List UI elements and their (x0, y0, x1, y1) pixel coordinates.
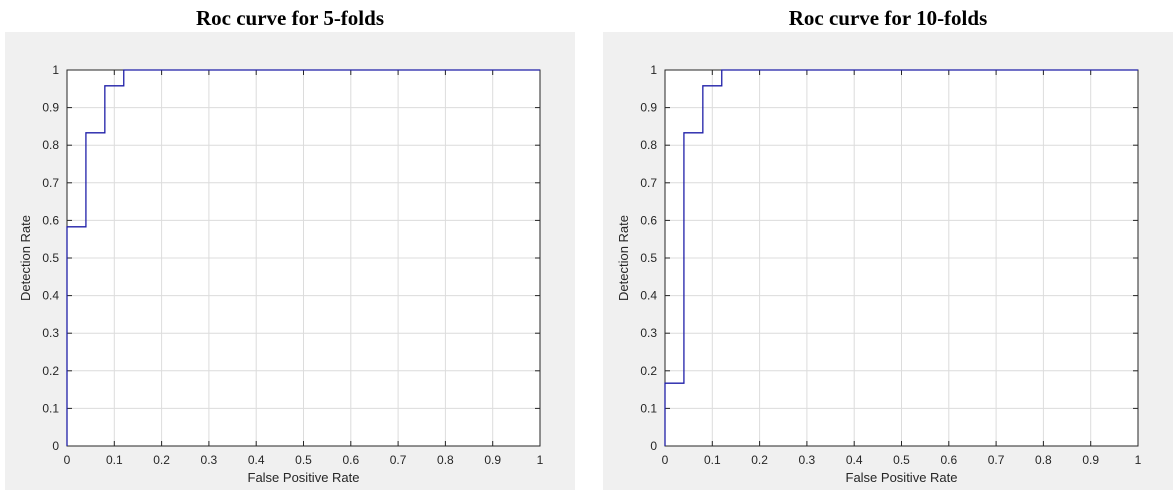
chart-title: Roc curve for 5-folds (196, 6, 384, 30)
y-tick-label: 0.3 (42, 326, 59, 340)
y-tick-label: 0.4 (42, 289, 59, 303)
roc-curve-line (66, 69, 540, 446)
x-tick-label: 0.5 (893, 453, 910, 467)
x-tick-label: 0.9 (484, 453, 501, 467)
x-tick-label: 0.3 (201, 453, 218, 467)
x-tick-label: 0.7 (390, 453, 407, 467)
chart-title: Roc curve for 10-folds (788, 6, 988, 30)
x-tick-label: 1 (1135, 453, 1142, 467)
x-tick-label: 0.4 (846, 453, 863, 467)
x-tick-label: 0.2 (153, 453, 170, 467)
y-tick-label: 0 (650, 439, 657, 453)
x-tick-label: 0.8 (1035, 453, 1052, 467)
x-tick-label: 0.7 (988, 453, 1005, 467)
y-tick-label: 0.2 (640, 364, 657, 378)
roc-chart-5-folds: 0 0.1 0.2 0.3 0.4 0.5 0.6 0.7 0.8 0.9 1 0 0.1 0.2 0.3 0… (5, 32, 575, 490)
x-tick-label: 0.1 (106, 453, 123, 467)
x-tick-label: 0.6 (342, 453, 359, 467)
roc-chart-10-folds: 0 0.1 0.2 0.3 0.4 0.5 0.6 0.7 0.8 0.9 1 0 0.1 0.2 0.3 0… (603, 32, 1173, 490)
chart-panel-5-folds: Roc curve for 5-folds 0 0.1 0.2 0.3 0.4 0.5 0.… (5, 0, 575, 490)
y-tick-label: 0.1 (42, 401, 59, 415)
x-tick-label: 0.9 (1082, 453, 1099, 467)
y-tick-label: 1 (650, 63, 657, 77)
x-tick-label: 0.1 (704, 453, 721, 467)
x-tick-label: 0.5 (295, 453, 312, 467)
y-tick-label: 0.7 (42, 176, 59, 190)
y-tick-label: 0.7 (640, 176, 657, 190)
roc-curve-line (664, 69, 1138, 446)
y-tick-label: 0.6 (640, 213, 657, 227)
x-axis-label: False Positive Rate (248, 470, 360, 485)
x-tick-label: 0 (662, 453, 669, 467)
y-axis-label: Detection Rate (616, 215, 631, 301)
x-tick-label: 0.3 (799, 453, 816, 467)
x-tick-label: 0 (64, 453, 71, 467)
x-tick-label: 1 (537, 453, 544, 467)
y-tick-label: 0.3 (640, 326, 657, 340)
chart-panel-10-folds: Roc curve for 10-folds 0 0.1 0.2 0.3 0.4 0.5 0… (603, 0, 1173, 490)
x-tick-label: 0.2 (751, 453, 768, 467)
y-tick-label: 0.9 (42, 101, 59, 115)
y-tick-label: 0.6 (42, 213, 59, 227)
x-tick-label: 0.6 (940, 453, 957, 467)
y-tick-label: 0.5 (42, 251, 59, 265)
y-tick-label: 0.8 (42, 138, 59, 152)
y-tick-label: 1 (52, 63, 59, 77)
x-axis-label: False Positive Rate (846, 470, 958, 485)
y-tick-label: 0 (52, 439, 59, 453)
y-axis-label: Detection Rate (18, 215, 33, 301)
y-tick-label: 0.8 (640, 138, 657, 152)
y-tick-label: 0.1 (640, 401, 657, 415)
x-tick-label: 0.4 (248, 453, 265, 467)
x-tick-label: 0.8 (437, 453, 454, 467)
y-tick-label: 0.2 (42, 364, 59, 378)
y-tick-label: 0.4 (640, 289, 657, 303)
y-tick-label: 0.9 (640, 101, 657, 115)
y-tick-label: 0.5 (640, 251, 657, 265)
